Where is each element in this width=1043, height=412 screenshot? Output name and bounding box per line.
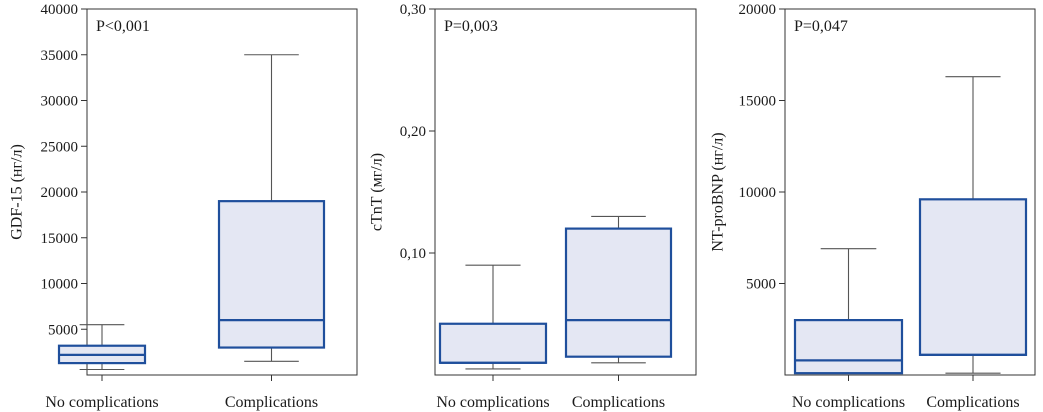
- category-label: Complications: [572, 394, 665, 411]
- box-complications: [918, 76, 1028, 374]
- p-value-annotation: P=0,047: [794, 18, 848, 35]
- box-complications: [217, 54, 326, 362]
- category-label: No complications: [436, 394, 549, 411]
- y-tick-label: 10000: [739, 185, 777, 201]
- box-no-complications: [793, 248, 904, 375]
- y-axis-label: GDF-15 (нг/л): [9, 144, 26, 240]
- category-label: Complications: [926, 394, 1019, 411]
- chart-panel-1: 5000 10000 15000 20000 25000 30000 35000 40000 G…: [9, 2, 358, 411]
- category-label: No complications: [792, 394, 905, 411]
- box-no-complications: [438, 264, 548, 370]
- y-tick-label: 40000: [41, 2, 79, 18]
- y-tick-label: 5000: [48, 322, 78, 338]
- y-tick-label: 5000: [746, 277, 776, 293]
- y-tick-label: 20000: [739, 2, 777, 18]
- category-label: Complications: [225, 394, 318, 411]
- iqr-box: [918, 198, 1028, 356]
- y-tick-label: 30000: [41, 94, 79, 110]
- box-no-complications: [57, 324, 147, 371]
- y-tick-label: 15000: [41, 231, 79, 247]
- y-axis-label: NT-proBNP (нг/л): [710, 132, 727, 251]
- iqr-box: [793, 319, 904, 375]
- y-tick-label: 10000: [41, 277, 79, 293]
- iqr-box: [217, 200, 326, 349]
- box-complications: [564, 215, 673, 364]
- y-tick-label: 20000: [41, 185, 79, 201]
- y-tick-label: 35000: [41, 48, 79, 64]
- chart-panel-3: 5000 10000 15000 20000 NT-proBNP (нг/л) P=0,0…: [710, 2, 1036, 411]
- y-tick-label: 0,20: [400, 124, 426, 140]
- chart-panel-2: 0,10 0,20 0,30 cTnT (мг/л) P=0,003 No complic…: [369, 2, 697, 411]
- plot-frame: [434, 8, 697, 376]
- y-tick-label: 0,10: [400, 246, 426, 262]
- y-tick-label: 25000: [41, 139, 79, 155]
- p-value-annotation: P=0,003: [444, 18, 498, 35]
- y-tick-label: 15000: [739, 94, 777, 110]
- iqr-box: [564, 227, 673, 358]
- category-label: No complications: [45, 394, 158, 411]
- y-tick-label: 0,30: [400, 2, 426, 18]
- y-axis-label: cTnT (мг/л): [369, 153, 386, 231]
- iqr-box: [438, 322, 548, 364]
- p-value-annotation: P<0,001: [96, 18, 150, 35]
